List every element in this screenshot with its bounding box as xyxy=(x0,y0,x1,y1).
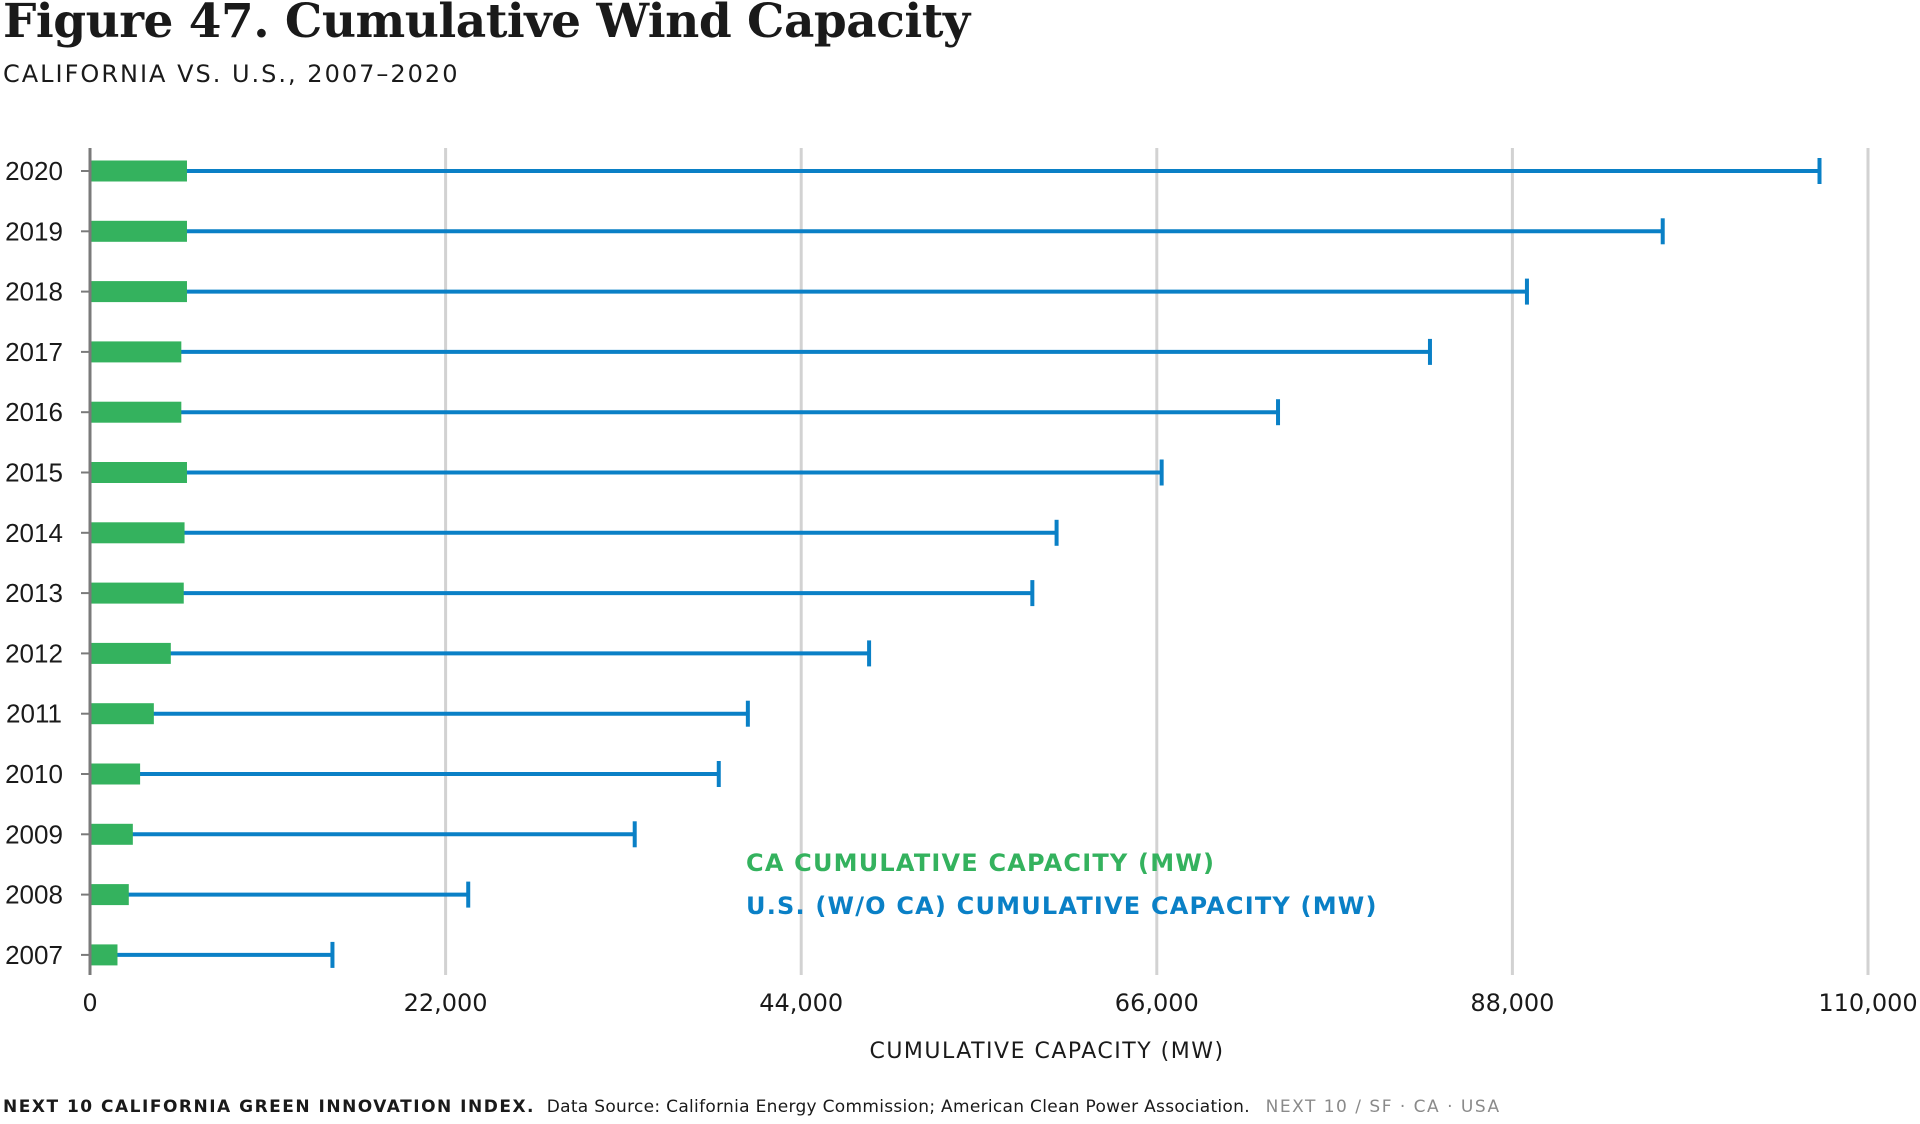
y-category-label: 2019 xyxy=(5,216,63,246)
y-category-label: 2016 xyxy=(5,397,63,427)
y-category-label: 2007 xyxy=(5,940,63,970)
x-tick-label: 0 xyxy=(82,989,97,1017)
footer-source: Data Source: California Energy Commissio… xyxy=(546,1097,1250,1117)
y-category-label: 2015 xyxy=(5,458,63,488)
x-tick-label: 44,000 xyxy=(759,989,843,1017)
footer-brand: NEXT 10 CALIFORNIA GREEN INNOVATION INDE… xyxy=(3,1097,536,1117)
ca-capacity-bar xyxy=(90,944,118,966)
chart-subtitle: CALIFORNIA VS. U.S., 2007–2020 xyxy=(3,60,460,88)
y-category-label: 2013 xyxy=(5,578,63,608)
y-category-label: 2020 xyxy=(5,156,63,186)
x-tick-label: 88,000 xyxy=(1470,989,1554,1017)
x-tick-label: 110,000 xyxy=(1818,989,1917,1017)
x-tick-label: 22,000 xyxy=(404,989,488,1017)
ca-capacity-bar xyxy=(90,341,182,363)
ca-capacity-bar xyxy=(90,823,133,845)
bars xyxy=(90,158,1822,968)
y-category-label: 2017 xyxy=(5,337,63,367)
y-category-label: 2011 xyxy=(6,699,62,729)
legend-us-label: U.S. (W/O CA) CUMULATIVE CAPACITY (MW) xyxy=(746,892,1378,920)
ca-capacity-bar xyxy=(90,220,187,242)
y-category-label: 2014 xyxy=(5,518,63,548)
y-category-labels: 2020 2019 2018 2017 2016 2015 2014 2013 2012 2011… xyxy=(5,156,90,970)
ca-capacity-bar xyxy=(90,401,182,423)
ca-capacity-bar xyxy=(90,884,129,906)
ca-capacity-bar xyxy=(90,522,185,544)
x-tick-labels: 0 22,000 44,000 66,000 88,000 110,000 xyxy=(82,989,1917,1017)
y-category-label: 2012 xyxy=(5,638,63,668)
y-category-label: 2010 xyxy=(5,759,63,789)
ca-capacity-bar xyxy=(90,462,187,483)
ca-capacity-bar xyxy=(90,281,187,303)
ca-capacity-bar xyxy=(90,582,184,604)
ca-capacity-bar xyxy=(90,763,141,785)
y-category-label: 2009 xyxy=(5,819,63,849)
ca-capacity-bar xyxy=(90,160,187,182)
footer: NEXT 10 CALIFORNIA GREEN INNOVATION INDE… xyxy=(3,1097,1501,1117)
chart-title: Figure 47. Cumulative Wind Capacity xyxy=(3,0,970,49)
grid-lines xyxy=(444,148,1870,975)
x-tick-label: 66,000 xyxy=(1115,989,1199,1017)
ca-capacity-bar xyxy=(90,642,171,664)
legend-ca-label: CA CUMULATIVE CAPACITY (MW) xyxy=(746,849,1215,877)
x-axis-title: CUMULATIVE CAPACITY (MW) xyxy=(869,1039,1224,1064)
ca-capacity-bar xyxy=(90,703,154,725)
y-category-label: 2018 xyxy=(5,277,63,307)
footer-tag: NEXT 10 / SF · CA · USA xyxy=(1265,1097,1501,1117)
y-category-label: 2008 xyxy=(5,880,63,910)
